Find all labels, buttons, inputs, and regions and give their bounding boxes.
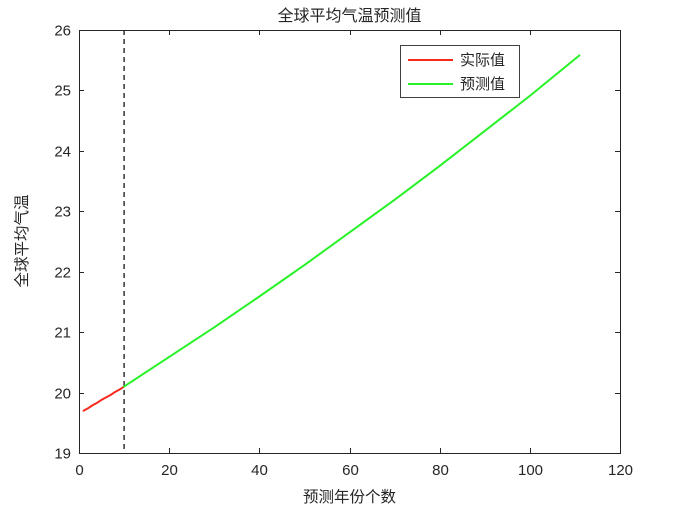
legend-label-predicted: 预测值 bbox=[460, 76, 506, 93]
y-tick-label: 20 bbox=[54, 386, 71, 403]
y-tick-label: 25 bbox=[54, 83, 71, 100]
y-tick-label: 23 bbox=[54, 204, 71, 221]
x-tick-label: 0 bbox=[75, 462, 83, 479]
x-tick-label: 80 bbox=[432, 462, 449, 479]
x-tick-label: 60 bbox=[342, 462, 359, 479]
series-line-actual bbox=[82, 385, 126, 412]
axis-box bbox=[79, 30, 621, 454]
legend-label-actual: 实际值 bbox=[460, 52, 506, 69]
y-tick-label: 19 bbox=[54, 446, 71, 463]
y-tick-label: 24 bbox=[54, 144, 71, 161]
legend-item-predicted: 预测值 bbox=[401, 73, 519, 94]
legend: 实际值 预测值 bbox=[400, 45, 520, 98]
y-tick-label: 26 bbox=[54, 23, 71, 40]
x-axis-label: 预测年份个数 bbox=[302, 489, 396, 506]
legend-line-sample-predicted bbox=[408, 82, 453, 85]
legend-line-sample-actual bbox=[408, 58, 453, 61]
legend-item-actual: 实际值 bbox=[401, 49, 519, 70]
x-tick-label: 100 bbox=[518, 462, 543, 479]
x-tick-label: 120 bbox=[608, 462, 633, 479]
y-axis-label: 全球平均气温 bbox=[14, 194, 31, 288]
x-tick-label: 40 bbox=[251, 462, 268, 479]
y-tick-label: 22 bbox=[54, 265, 71, 282]
x-tick-label: 20 bbox=[161, 462, 178, 479]
y-tick-label: 21 bbox=[54, 325, 71, 342]
series-line-predicted bbox=[123, 54, 581, 388]
chart-title: 全球平均气温预测值 bbox=[277, 8, 422, 25]
